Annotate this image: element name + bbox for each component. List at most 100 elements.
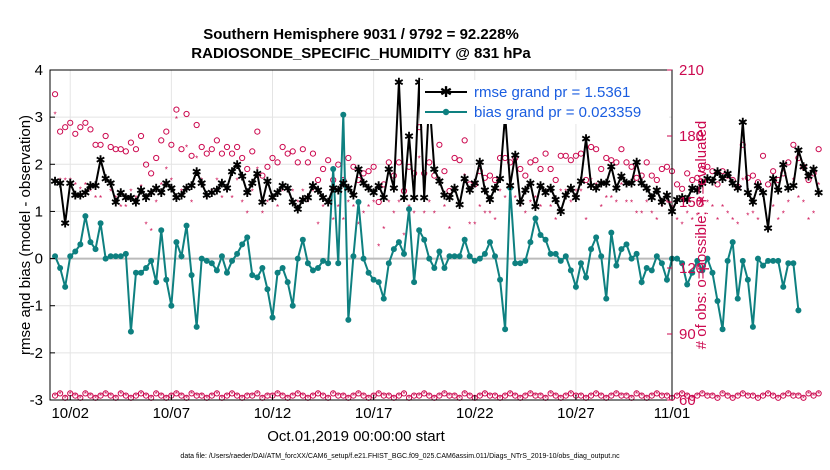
bias-point-114: [628, 255, 635, 262]
obs-evaluated-point-79: *: [453, 188, 456, 197]
bias-point-23: [168, 302, 175, 309]
bias-point-28: [193, 323, 200, 330]
bias-point-59: [350, 253, 357, 260]
obs-bottom-evaluated-point-42: *: [266, 392, 269, 401]
obs-possible-point-140: [759, 152, 767, 159]
obs-bottom-evaluated-point-22: *: [165, 394, 168, 403]
rmse-point-13: ✱: [116, 186, 126, 200]
rmse-point-118: ✱: [647, 191, 657, 205]
obs-evaluated-point-17: *: [139, 183, 142, 192]
obs-possible-point-64: [375, 198, 382, 206]
obs-bottom-possible-point-124: [679, 390, 686, 397]
rmse-point-83: ✱: [470, 177, 480, 191]
bias-point-15: [127, 328, 134, 335]
obs-bottom-evaluated-point-93: *: [524, 392, 527, 401]
rmse-point-11: ✱: [106, 177, 116, 191]
obs-bottom-possible-point-9: [97, 392, 104, 399]
y-right-tick-label-4: 180: [679, 128, 704, 145]
rmse-point-110: ✱: [606, 160, 616, 174]
y-right-tick-label-5: 210: [679, 62, 704, 79]
obs-bottom-possible-point-151: [815, 390, 822, 397]
bias-point-96: [537, 232, 544, 238]
obs-evaluated-point-135: *: [736, 221, 739, 230]
obs-bottom-evaluated-point-110: *: [610, 392, 613, 401]
obs-bottom-evaluated-point-91: *: [514, 392, 517, 401]
obs-possible-point-118: [648, 172, 655, 179]
obs-evaluated-point-34: *: [225, 188, 228, 197]
bias-point-89: [502, 326, 509, 333]
obs-bottom-possible-point-53: [319, 392, 327, 399]
obs-bottom-evaluated-point-55: *: [332, 390, 335, 399]
obs-bottom-evaluated-point-92: *: [519, 394, 522, 403]
bias-point-82: [466, 253, 473, 260]
rmse-point-93: ✱: [520, 184, 530, 198]
bias-point-9: [97, 220, 104, 227]
obs-bottom-evaluated-point-108: *: [600, 392, 603, 401]
obs-bottom-evaluated-point-66: *: [387, 392, 390, 401]
bias-point-6: [82, 213, 89, 220]
obs-bottom-possible-point-10: [102, 390, 109, 397]
obs-evaluated-point-11: *: [109, 188, 112, 197]
obs-bottom-possible-point-111: [613, 390, 620, 397]
obs-bottom-possible-point-11: [107, 392, 114, 399]
bias-point-140: [760, 262, 767, 269]
bias-point-54: [325, 260, 332, 267]
y-axis-left: -3 -2 -1 0 1 2 3 4: [30, 62, 55, 409]
obs-possible-point-99: [552, 176, 559, 184]
rmse-point-16: ✱: [131, 196, 141, 210]
obs-possible-point-4: [72, 130, 79, 137]
y-tick-label-6: 3: [35, 109, 43, 126]
obs-bottom-evaluated-point-51: *: [311, 392, 314, 401]
obs-bottom-possible-point-141: [764, 390, 772, 397]
obs-possible-point-45: [279, 143, 286, 151]
obs-bottom-evaluated-point-113: *: [625, 392, 628, 401]
rmse-point-63: ✱: [369, 186, 379, 200]
obs-bottom-evaluated-point-82: *: [468, 392, 471, 401]
obs-bottom-evaluated-point-32: *: [215, 390, 218, 399]
rmse-point-70: ✱: [404, 130, 414, 144]
rmse-point-104: ✱: [576, 174, 586, 188]
rmse-point-133: ✱: [723, 167, 733, 181]
obs-evaluated-point-134: *: [731, 216, 734, 225]
obs-possible-point-117: [643, 159, 650, 166]
bias-point-98: [547, 250, 554, 257]
x-tick-label-6: 11/01: [654, 405, 690, 422]
obs-bottom-possible-point-110: [608, 392, 615, 399]
obs-bottom-evaluated-point-29: *: [200, 392, 203, 401]
data-file-footnote: data file: /Users/raeder/DAI/ATM_forcXX/…: [180, 453, 620, 460]
obs-possible-point-106: [587, 143, 595, 151]
obs-possible-point-30: [203, 150, 210, 157]
bias-point-83: [471, 257, 478, 264]
bias-point-36: [234, 250, 241, 257]
obs-evaluated-point-125: *: [686, 210, 689, 219]
rmse-point-49: ✱: [298, 193, 308, 207]
obs-possible-point-50: [304, 159, 312, 166]
rmse-point-128: ✱: [697, 177, 707, 191]
bias-point-101: [562, 253, 569, 260]
bias-point-110: [608, 229, 615, 236]
obs-possible-point-28: [193, 121, 200, 129]
obs-bottom-possible-point-125: [684, 392, 691, 399]
obs-bottom-possible-point-104: [577, 392, 585, 399]
obs-evaluated-point-113: *: [625, 199, 628, 208]
obs-bottom-possible-point-91: [512, 392, 519, 399]
obs-bottom-possible-point-87: [491, 392, 499, 399]
obs-possible-point-44: [274, 159, 281, 166]
bias-point-104: [577, 260, 584, 267]
obs-bottom-evaluated-point-31: *: [210, 392, 213, 401]
obs-bottom-possible-point-121: [663, 392, 671, 399]
obs-possible-point-81: [461, 137, 468, 144]
obs-evaluated-point-128: *: [701, 203, 704, 212]
obs-bottom-evaluated-point-76: *: [438, 392, 441, 401]
obs-evaluated-point-105: *: [584, 216, 587, 225]
obs-bottom-possible-point-68: [395, 392, 403, 399]
rmse-point-106: ✱: [586, 179, 596, 193]
obs-bottom-evaluated-point-16: *: [134, 392, 137, 401]
obs-bottom-possible-point-74: [426, 392, 433, 399]
obs-bottom-possible-point-60: [355, 390, 362, 397]
obs-possible-point-105: [582, 176, 590, 184]
obs-bottom-evaluated-point-14: *: [124, 392, 127, 401]
obs-evaluated-point-103: *: [574, 188, 577, 197]
obs-bottom-possible-point-113: [623, 392, 630, 399]
bias-point-29: [198, 255, 205, 262]
